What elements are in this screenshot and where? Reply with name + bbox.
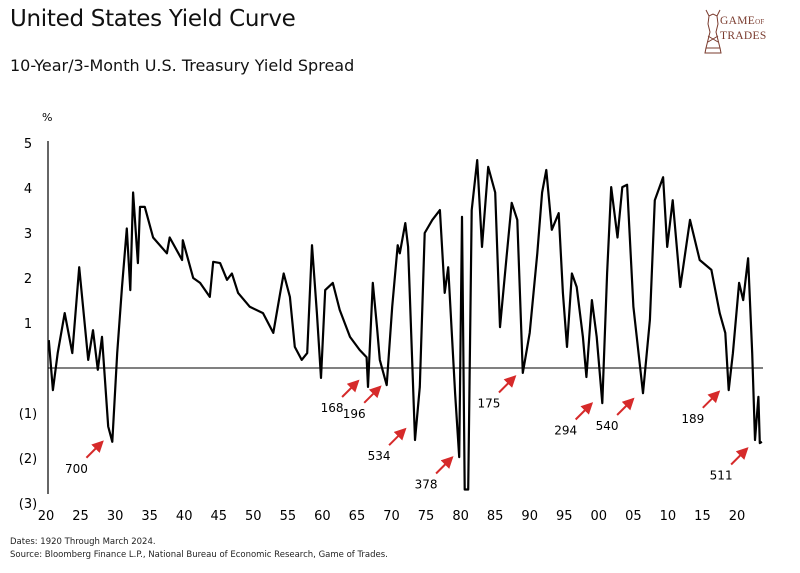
annotation-label: 511	[710, 469, 733, 483]
x-tick-label: 35	[141, 509, 158, 524]
x-tick-label: 85	[487, 509, 504, 524]
game-of-trades-logo-icon	[704, 9, 722, 54]
y-tick-label: 3	[24, 227, 32, 242]
x-tick-label: 55	[280, 509, 297, 524]
x-tick-label: 10	[660, 509, 677, 524]
dates-note: Dates: 1920 Through March 2024.	[10, 537, 156, 547]
x-tick-label: 50	[245, 509, 262, 524]
y-tick-label: 2	[24, 272, 32, 287]
x-tick-label: 95	[556, 509, 573, 524]
annotation-label: 378	[415, 478, 438, 492]
annotation-arrow	[730, 447, 749, 466]
logo-line1-small: OF	[755, 18, 765, 26]
x-tick-label: 70	[383, 509, 400, 524]
annotation-label: 294	[554, 424, 577, 438]
annotation-arrow	[388, 427, 407, 446]
x-tick-label: 60	[314, 509, 331, 524]
y-tick-label: (2)	[19, 452, 37, 467]
x-tick-label: 00	[591, 509, 608, 524]
footer-notes: Dates: 1920 Through March 2024. Source: …	[10, 536, 388, 562]
annotation-arrow	[435, 456, 454, 475]
y-axis-label: %	[42, 111, 52, 124]
annotation-arrow	[574, 402, 594, 421]
x-tick-label: 30	[107, 509, 124, 524]
annotation-arrow	[341, 379, 360, 398]
annotation-arrow	[85, 440, 104, 459]
x-tick-label: 20	[38, 509, 55, 524]
annotation-label: 534	[368, 449, 391, 463]
y-tick-label: (1)	[19, 407, 37, 422]
x-tick-label: 40	[176, 509, 193, 524]
logo-line2: TRADES	[720, 30, 767, 42]
x-tick-label: 15	[694, 509, 711, 524]
x-tick-label: 20	[729, 509, 746, 524]
logo-wordmark: GAMEOF TRADES	[720, 14, 767, 43]
annotation-arrow	[498, 375, 517, 394]
x-tick-label: 65	[349, 509, 366, 524]
x-tick-label: 80	[452, 509, 469, 524]
annotation-arrow	[616, 397, 635, 416]
chart-title: United States Yield Curve	[10, 6, 296, 32]
x-tick-label: 45	[210, 509, 227, 524]
annotation-label: 168	[321, 401, 344, 415]
x-tick-label: 25	[72, 509, 89, 524]
source-note: Source: Bloomberg Finance L.P., National…	[10, 550, 388, 560]
annotation-label: 189	[681, 412, 704, 426]
annotation-label: 700	[65, 462, 88, 476]
annotation-arrow	[702, 390, 721, 409]
x-tick-label: 75	[418, 509, 435, 524]
y-tick-label: 1	[24, 317, 32, 332]
annotation-arrow	[363, 385, 382, 404]
y-tick-label: (3)	[19, 497, 37, 512]
y-tick-label: 4	[24, 182, 32, 197]
annotation-label: 196	[343, 407, 366, 421]
y-tick-label: 5	[24, 137, 32, 152]
yield-spread-line	[47, 159, 763, 491]
annotation-label: 175	[477, 397, 500, 411]
logo-line1: GAME	[720, 15, 756, 27]
annotation-label: 540	[596, 419, 619, 433]
chart-subtitle: 10-Year/3-Month U.S. Treasury Yield Spre…	[10, 56, 355, 75]
x-tick-label: 05	[625, 509, 642, 524]
x-tick-label: 90	[521, 509, 538, 524]
